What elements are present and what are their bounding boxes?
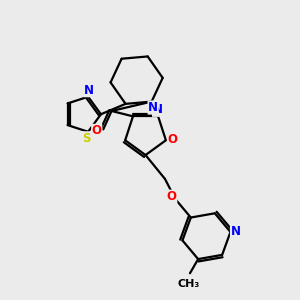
Text: N: N bbox=[84, 84, 94, 97]
Text: O: O bbox=[92, 124, 102, 137]
Text: CH₃: CH₃ bbox=[177, 279, 200, 289]
Text: N: N bbox=[152, 103, 163, 116]
Text: S: S bbox=[82, 132, 91, 145]
Text: O: O bbox=[167, 190, 177, 203]
Text: N: N bbox=[148, 101, 158, 114]
Text: O: O bbox=[167, 133, 177, 146]
Text: N: N bbox=[230, 225, 241, 238]
